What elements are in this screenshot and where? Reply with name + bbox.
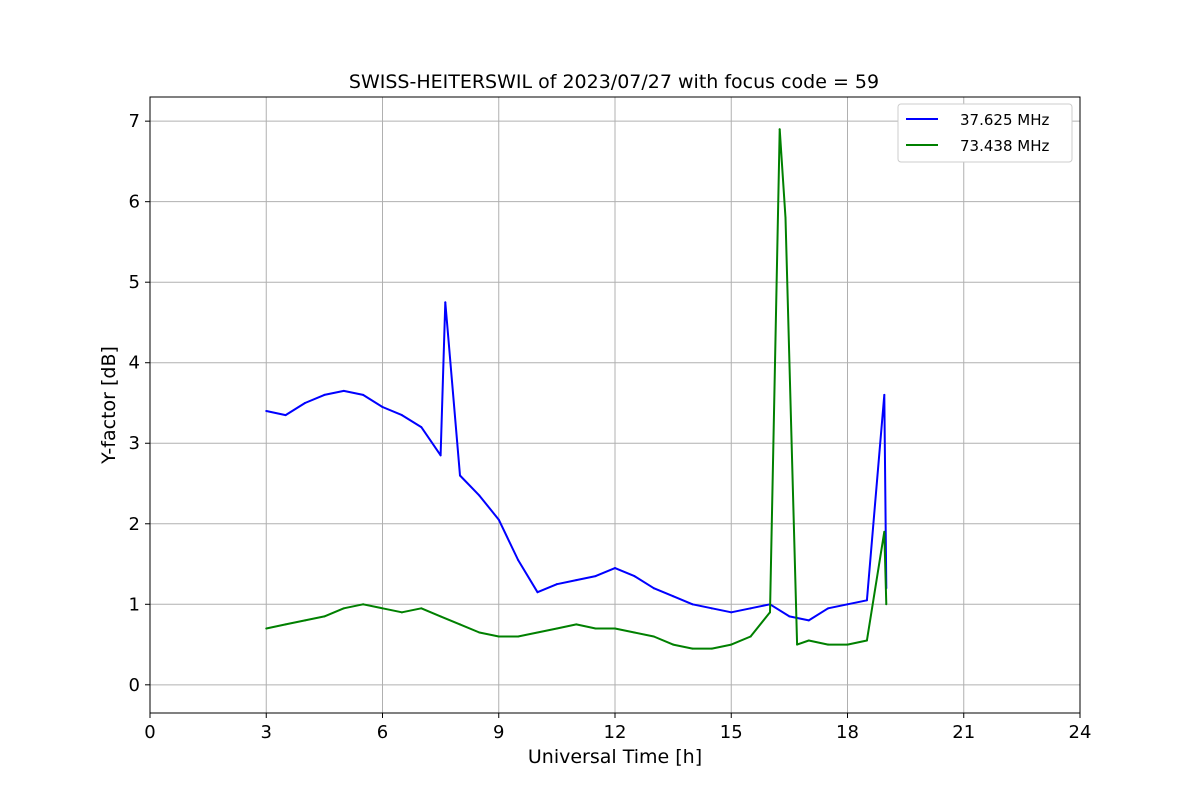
data-point-73-438 xyxy=(749,635,752,638)
data-point-37-625 xyxy=(730,611,733,614)
data-point-37-625 xyxy=(749,607,752,610)
data-point-37-625 xyxy=(400,414,403,417)
data-point-37-625 xyxy=(788,615,791,618)
data-point-37-625 xyxy=(444,301,447,304)
y-tick-label: 7 xyxy=(129,111,140,132)
data-point-73-438 xyxy=(497,635,500,638)
data-point-73-438 xyxy=(784,216,787,219)
data-point-73-438 xyxy=(846,643,849,646)
x-tick-label: 15 xyxy=(720,722,743,743)
data-point-73-438 xyxy=(381,607,384,610)
y-tick-label: 4 xyxy=(129,353,140,374)
y-tick-label: 6 xyxy=(129,192,140,213)
data-point-73-438 xyxy=(652,635,655,638)
data-point-37-625 xyxy=(672,595,675,598)
data-point-73-438 xyxy=(304,619,306,622)
data-point-37-625 xyxy=(323,393,326,396)
legend-label-37-625: 37.625 MHz xyxy=(960,111,1049,129)
data-point-37-625 xyxy=(865,599,868,602)
data-point-73-438 xyxy=(614,627,616,630)
data-point-73-438 xyxy=(323,615,326,618)
data-point-73-438 xyxy=(517,635,520,638)
x-tick-label: 24 xyxy=(1069,722,1092,743)
series-lines xyxy=(265,128,888,650)
data-point-73-438 xyxy=(575,623,578,626)
y-tick-label: 2 xyxy=(129,514,140,535)
data-point-37-625 xyxy=(342,389,345,392)
data-point-37-625 xyxy=(807,619,810,622)
data-point-73-438 xyxy=(265,627,268,630)
data-point-37-625 xyxy=(846,603,849,606)
data-point-73-438 xyxy=(827,643,830,646)
data-point-73-438 xyxy=(594,627,597,630)
x-tick-label: 6 xyxy=(377,722,388,743)
x-tick-label: 18 xyxy=(836,722,859,743)
legend-box xyxy=(897,103,1073,163)
data-point-73-438 xyxy=(633,631,636,634)
x-tick-label: 3 xyxy=(261,722,272,743)
data-point-73-438 xyxy=(536,631,539,634)
data-point-73-438 xyxy=(420,607,423,610)
data-point-37-625 xyxy=(691,603,694,606)
data-point-37-625 xyxy=(362,393,365,396)
data-point-73-438 xyxy=(362,603,365,606)
data-point-73-438 xyxy=(459,623,461,626)
y-tick-label: 5 xyxy=(129,272,140,293)
x-tick-label: 21 xyxy=(952,722,975,743)
data-point-37-625 xyxy=(594,575,597,578)
data-point-73-438 xyxy=(439,615,442,618)
data-point-37-625 xyxy=(883,393,886,396)
data-point-73-438 xyxy=(778,128,781,131)
series-line-73-438 xyxy=(266,128,888,650)
legend: 37.625 MHz 73.438 MHz xyxy=(897,103,1073,163)
x-tick-label: 9 xyxy=(493,722,504,743)
data-point-73-438 xyxy=(710,647,713,650)
data-point-73-438 xyxy=(672,643,675,646)
grid-lines xyxy=(150,97,1080,713)
data-point-37-625 xyxy=(710,607,713,610)
data-point-37-625 xyxy=(633,575,636,578)
data-point-73-438 xyxy=(342,607,345,610)
data-point-73-438 xyxy=(883,530,886,533)
data-point-37-625 xyxy=(284,414,287,417)
data-point-73-438 xyxy=(796,643,799,646)
y-tick-label: 0 xyxy=(129,675,140,696)
x-axis-label: Universal Time [h] xyxy=(528,746,702,768)
data-point-73-438 xyxy=(865,639,868,642)
data-point-73-438 xyxy=(284,623,287,626)
data-point-73-438 xyxy=(478,631,481,634)
data-point-37-625 xyxy=(304,401,306,404)
legend-label-73-438: 73.438 MHz xyxy=(960,137,1049,155)
y-tick-label: 1 xyxy=(129,594,140,615)
data-point-73-438 xyxy=(807,639,810,642)
y-axis-label: Y-factor [dB] xyxy=(98,346,120,465)
data-point-37-625 xyxy=(420,426,423,429)
data-point-37-625 xyxy=(575,579,578,582)
data-point-37-625 xyxy=(497,518,500,521)
chart-title: SWISS-HEITERSWIL of 2023/07/27 with focu… xyxy=(349,71,879,93)
data-point-37-625 xyxy=(439,454,442,457)
data-point-37-625 xyxy=(478,494,481,497)
data-point-37-625 xyxy=(265,410,268,413)
data-point-73-438 xyxy=(885,603,888,606)
data-point-37-625 xyxy=(614,567,616,570)
data-point-37-625 xyxy=(459,474,461,477)
data-point-73-438 xyxy=(691,647,694,650)
data-point-73-438 xyxy=(400,611,403,614)
data-point-37-625 xyxy=(555,583,558,586)
data-point-37-625 xyxy=(381,406,384,409)
data-point-73-438 xyxy=(555,627,558,630)
x-tick-label: 12 xyxy=(604,722,627,743)
data-point-37-625 xyxy=(536,591,539,594)
data-point-37-625 xyxy=(827,607,830,610)
data-point-37-625 xyxy=(652,587,655,590)
data-point-73-438 xyxy=(769,611,771,614)
data-point-37-625 xyxy=(517,559,520,562)
x-tick-label: 0 xyxy=(144,722,155,743)
data-point-73-438 xyxy=(730,643,733,646)
y-tick-label: 3 xyxy=(129,433,140,454)
